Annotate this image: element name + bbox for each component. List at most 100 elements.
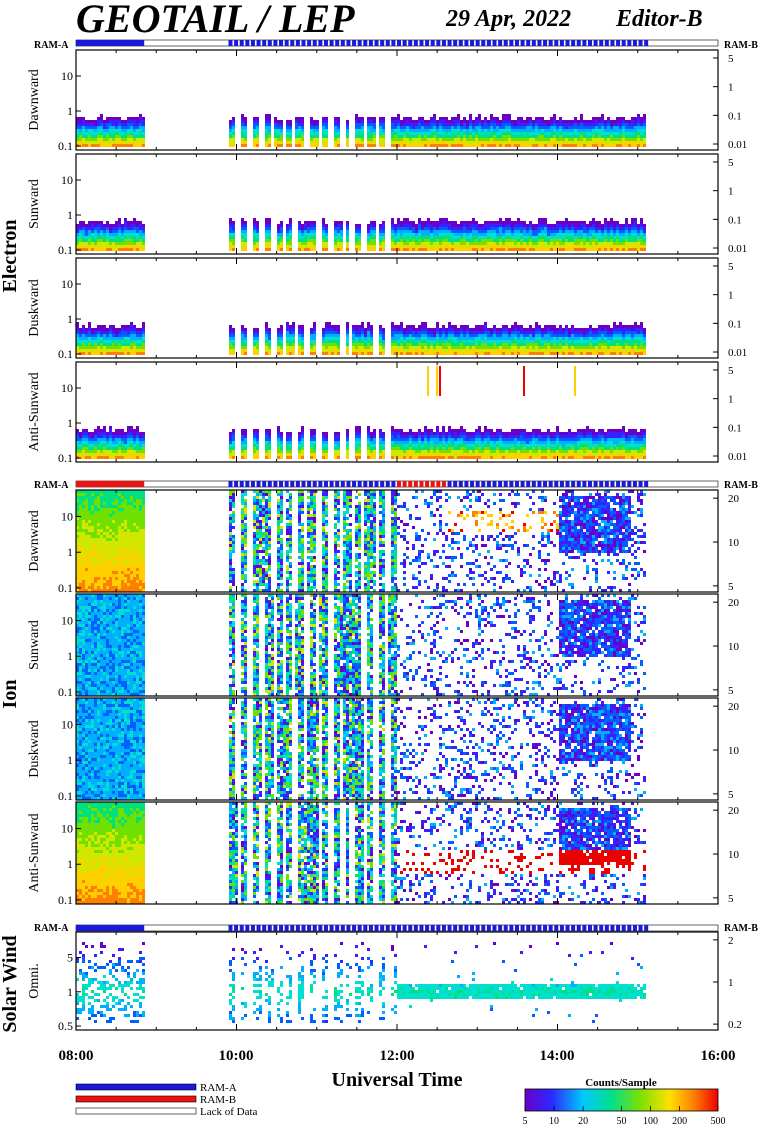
heat-cell bbox=[130, 346, 133, 349]
figure-editor: Editor-B bbox=[615, 6, 703, 32]
heat-cell bbox=[88, 129, 91, 132]
heat-cell bbox=[487, 248, 490, 251]
heat-cell bbox=[511, 340, 514, 343]
heat-cell bbox=[562, 129, 565, 132]
heat-cell bbox=[142, 340, 145, 343]
heat-cell bbox=[406, 248, 409, 251]
status-segment bbox=[301, 481, 306, 487]
heat-cell bbox=[436, 337, 439, 340]
heat-cell bbox=[241, 239, 244, 242]
status-segment bbox=[346, 481, 351, 487]
heat-cell bbox=[499, 227, 502, 230]
heat-cell bbox=[100, 123, 103, 126]
heat-cell bbox=[637, 331, 640, 334]
heat-cell bbox=[139, 227, 142, 230]
heat-cell bbox=[139, 435, 142, 438]
y-tick-label-left: 10 bbox=[61, 69, 73, 83]
heat-cell bbox=[505, 239, 508, 242]
heat-cell bbox=[346, 322, 349, 325]
heat-cell bbox=[106, 352, 109, 355]
heat-cell bbox=[265, 236, 268, 239]
status-segment bbox=[604, 925, 609, 931]
heat-cell bbox=[355, 132, 358, 135]
heat-cell bbox=[97, 245, 100, 248]
heat-cell bbox=[253, 117, 256, 120]
heat-cell bbox=[301, 331, 304, 334]
heat-cell bbox=[424, 242, 427, 245]
status-segment bbox=[413, 925, 418, 931]
heat-cell bbox=[301, 245, 304, 248]
heat-cell bbox=[424, 230, 427, 233]
heat-cell bbox=[640, 141, 643, 144]
heat-cell bbox=[244, 438, 247, 441]
heat-cell bbox=[301, 328, 304, 331]
heat-cell bbox=[256, 117, 259, 120]
heat-cell bbox=[391, 117, 394, 120]
heat-cell bbox=[367, 322, 370, 325]
heat-cell bbox=[427, 233, 430, 236]
heat-cell bbox=[502, 325, 505, 328]
heat-cell bbox=[454, 325, 457, 328]
heat-cell bbox=[97, 456, 100, 459]
heat-cell bbox=[412, 352, 415, 355]
heat-cell bbox=[256, 456, 259, 459]
heat-cell bbox=[544, 221, 547, 224]
heat-cell bbox=[526, 343, 529, 346]
status-segment bbox=[413, 40, 418, 46]
heat-cell bbox=[589, 141, 592, 144]
heat-cell bbox=[439, 239, 442, 242]
status-segment bbox=[576, 40, 581, 46]
heat-cell bbox=[316, 129, 319, 132]
heat-cell bbox=[265, 349, 268, 352]
heat-cell bbox=[406, 123, 409, 126]
heat-cell bbox=[502, 138, 505, 141]
heat-cell bbox=[451, 221, 454, 224]
heat-cell bbox=[529, 132, 532, 135]
heat-cell bbox=[109, 447, 112, 450]
heat-cell bbox=[106, 441, 109, 444]
heat-cell bbox=[292, 352, 295, 355]
heat-cell bbox=[403, 224, 406, 227]
heat-cell bbox=[439, 129, 442, 132]
heat-cell bbox=[118, 340, 121, 343]
heat-cell bbox=[253, 453, 256, 456]
heat-cell bbox=[475, 349, 478, 352]
heat-cell bbox=[367, 138, 370, 141]
heat-cell bbox=[277, 126, 280, 129]
heat-cell bbox=[334, 221, 337, 224]
heat-cell bbox=[544, 340, 547, 343]
heat-cell bbox=[289, 218, 292, 221]
heat-cell bbox=[490, 227, 493, 230]
heat-cell bbox=[601, 331, 604, 334]
heat-cell bbox=[85, 138, 88, 141]
heat-cell bbox=[298, 138, 301, 141]
heat-cell bbox=[358, 224, 361, 227]
heat-cell bbox=[367, 352, 370, 355]
heat-cell bbox=[631, 123, 634, 126]
heat-cell bbox=[313, 435, 316, 438]
heat-cell bbox=[472, 352, 475, 355]
heat-cell bbox=[484, 129, 487, 132]
heat-cell bbox=[634, 123, 637, 126]
heat-cell bbox=[568, 343, 571, 346]
heat-cell bbox=[136, 117, 139, 120]
heat-cell bbox=[313, 441, 316, 444]
heat-cell bbox=[322, 120, 325, 123]
heat-cell bbox=[88, 239, 91, 242]
heat-cell bbox=[529, 325, 532, 328]
heat-cell bbox=[526, 340, 529, 343]
heat-cell bbox=[241, 129, 244, 132]
heat-cell bbox=[445, 346, 448, 349]
heat-cell bbox=[139, 233, 142, 236]
heat-cell bbox=[142, 144, 145, 147]
heat-cell bbox=[616, 123, 619, 126]
heat-cell bbox=[136, 224, 139, 227]
heat-cell bbox=[541, 123, 544, 126]
heat-cell bbox=[133, 343, 136, 346]
heat-cell bbox=[277, 432, 280, 435]
heat-cell bbox=[559, 349, 562, 352]
heat-cell bbox=[463, 343, 466, 346]
heat-cell bbox=[97, 242, 100, 245]
heat-cell bbox=[427, 132, 430, 135]
heat-cell bbox=[322, 144, 325, 147]
